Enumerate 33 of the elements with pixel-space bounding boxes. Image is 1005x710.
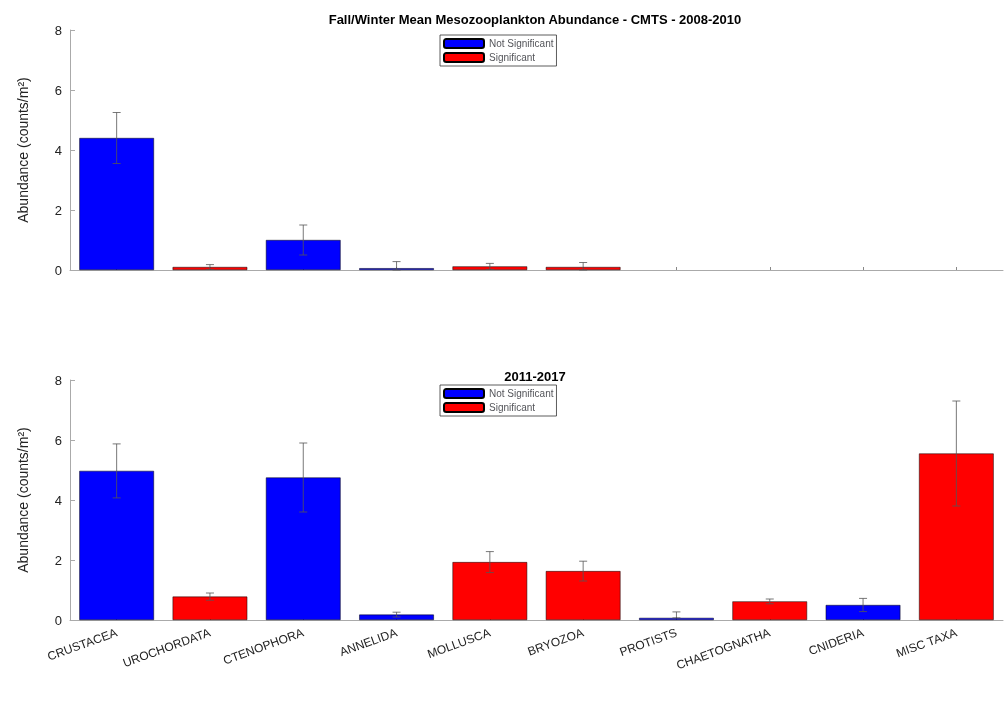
y-tick-label: 0 [54,612,62,628]
legend-label: Significant [489,402,536,413]
bar [79,138,154,270]
legend-label: Not Significant [489,38,554,49]
y-tick-label: 8 [54,372,62,388]
legend-label: Significant [489,52,536,63]
bar [172,267,248,270]
bar [79,470,154,620]
y-tick-label: 6 [54,432,62,448]
chart-title: Fall/Winter Mean Mesozooplankton Abundance - CMTS - 2008-2010 [328,12,742,27]
x-tick-label: MISC TAXA [894,625,959,661]
bar [919,453,994,620]
y-tick-label: 0 [54,262,62,278]
bar [172,596,248,620]
y-axis-title: Abundance (counts/m²) [15,427,31,573]
y-tick-label: 2 [54,552,62,568]
bar [825,605,901,620]
bar [452,562,528,620]
chart-title: 2011-2017 [504,369,566,384]
bar [732,601,808,620]
bar [265,477,341,620]
bar [265,240,341,270]
bar [545,571,621,620]
y-tick-label: 6 [54,82,62,98]
y-axis-title: Abundance (counts/m²) [15,77,31,223]
bar [359,614,434,620]
legend-label: Not Significant [489,388,554,399]
y-tick-label: 4 [54,492,62,508]
y-tick-label: 8 [54,22,62,38]
y-tick-label: 4 [54,142,62,158]
bar [452,266,528,270]
bar [545,267,621,270]
y-tick-label: 2 [54,202,62,218]
